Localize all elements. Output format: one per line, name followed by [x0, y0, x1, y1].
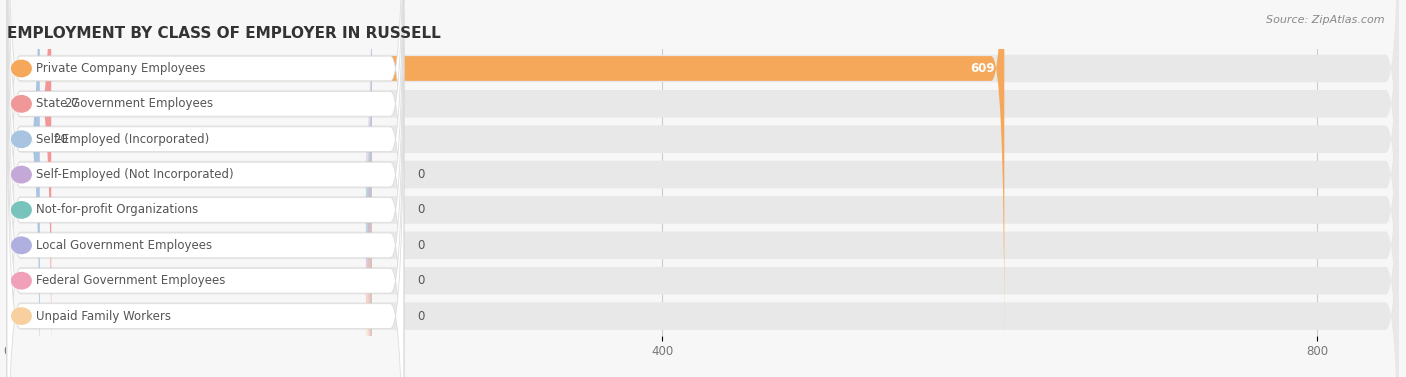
FancyBboxPatch shape [7, 0, 404, 339]
FancyBboxPatch shape [7, 0, 1399, 377]
Ellipse shape [11, 272, 32, 290]
Text: 0: 0 [416, 310, 425, 323]
Text: Self-Employed (Incorporated): Self-Employed (Incorporated) [35, 133, 209, 146]
Text: Not-for-profit Organizations: Not-for-profit Organizations [35, 204, 198, 216]
FancyBboxPatch shape [7, 0, 1399, 377]
Text: EMPLOYMENT BY CLASS OF EMPLOYER IN RUSSELL: EMPLOYMENT BY CLASS OF EMPLOYER IN RUSSE… [7, 26, 440, 41]
FancyBboxPatch shape [7, 0, 404, 374]
FancyBboxPatch shape [7, 47, 1399, 377]
Text: 0: 0 [416, 168, 425, 181]
FancyBboxPatch shape [7, 46, 404, 377]
FancyBboxPatch shape [7, 0, 51, 374]
FancyBboxPatch shape [7, 0, 373, 377]
Ellipse shape [11, 60, 32, 77]
Text: 0: 0 [416, 274, 425, 287]
Ellipse shape [11, 201, 32, 219]
FancyBboxPatch shape [7, 0, 404, 377]
Ellipse shape [11, 307, 32, 325]
Text: 0: 0 [416, 204, 425, 216]
FancyBboxPatch shape [7, 0, 1399, 377]
FancyBboxPatch shape [7, 46, 373, 377]
Ellipse shape [11, 130, 32, 148]
Text: Self-Employed (Not Incorporated): Self-Employed (Not Incorporated) [35, 168, 233, 181]
FancyBboxPatch shape [7, 10, 404, 377]
Text: Local Government Employees: Local Government Employees [35, 239, 212, 252]
FancyBboxPatch shape [7, 0, 1399, 338]
Ellipse shape [11, 95, 32, 113]
FancyBboxPatch shape [7, 0, 373, 377]
FancyBboxPatch shape [7, 0, 404, 377]
Text: State Government Employees: State Government Employees [35, 97, 212, 110]
Text: 0: 0 [416, 239, 425, 252]
FancyBboxPatch shape [7, 0, 404, 377]
Text: 27: 27 [65, 97, 79, 110]
Text: Private Company Employees: Private Company Employees [35, 62, 205, 75]
Ellipse shape [11, 236, 32, 254]
FancyBboxPatch shape [7, 12, 1399, 377]
FancyBboxPatch shape [7, 0, 404, 377]
Text: 20: 20 [53, 133, 67, 146]
Ellipse shape [11, 166, 32, 184]
Text: Federal Government Employees: Federal Government Employees [35, 274, 225, 287]
FancyBboxPatch shape [7, 0, 1004, 339]
FancyBboxPatch shape [7, 0, 1399, 373]
Text: Unpaid Family Workers: Unpaid Family Workers [35, 310, 172, 323]
FancyBboxPatch shape [7, 0, 39, 377]
FancyBboxPatch shape [7, 0, 1399, 377]
FancyBboxPatch shape [7, 10, 373, 377]
Text: Source: ZipAtlas.com: Source: ZipAtlas.com [1267, 15, 1385, 25]
Text: 609: 609 [970, 62, 994, 75]
FancyBboxPatch shape [7, 0, 373, 377]
